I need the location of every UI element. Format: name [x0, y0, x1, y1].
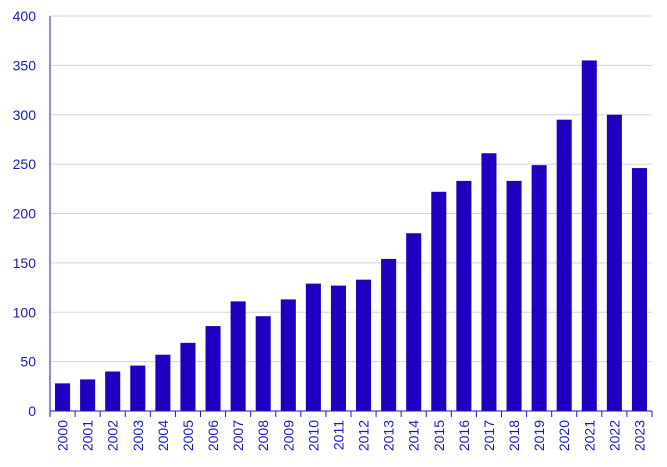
x-tick-label: 2021: [581, 420, 597, 451]
x-tick-label: 2001: [80, 420, 96, 451]
y-tick-label: 150: [13, 255, 37, 271]
bar: [205, 326, 221, 411]
bar: [356, 279, 372, 411]
bar: [506, 180, 522, 411]
bar: [180, 342, 196, 411]
y-tick-label: 0: [28, 403, 36, 419]
x-tick-label: 2010: [305, 420, 321, 451]
x-tick-label: 2016: [456, 420, 472, 451]
bars: [55, 60, 647, 411]
x-tick-label: 2004: [155, 420, 171, 451]
y-tick-label: 100: [13, 304, 37, 320]
bar: [255, 316, 271, 411]
x-tick-label: 2020: [556, 420, 572, 451]
x-tick-label: 2018: [506, 420, 522, 451]
bar: [456, 180, 472, 411]
y-tick-label: 350: [13, 57, 37, 73]
y-tick-label: 300: [13, 107, 37, 123]
gridlines: [50, 15, 652, 363]
bar: [280, 299, 296, 411]
x-tick-label: 2007: [230, 420, 246, 451]
bar: [130, 365, 146, 411]
bar: [431, 191, 447, 411]
bar: [230, 301, 246, 411]
y-tick-label: 50: [20, 354, 36, 370]
x-tick-label: 2000: [55, 420, 71, 451]
bar: [406, 233, 422, 411]
x-tick-label: 2023: [631, 420, 647, 451]
bar: [155, 354, 171, 411]
bar: [531, 165, 547, 411]
x-tick-label: 2008: [255, 420, 271, 451]
x-tick-label: 2009: [280, 420, 296, 451]
x-tick-label: 2022: [606, 420, 622, 451]
bar: [105, 371, 121, 411]
bar: [481, 153, 497, 411]
x-tick-label: 2005: [180, 420, 196, 451]
y-axis-ticks: 0 50 100 150 200 250 300 350 400: [13, 8, 37, 419]
y-tick-label: 400: [13, 8, 37, 24]
y-tick-label: 250: [13, 156, 37, 172]
x-tick-label: 2015: [431, 420, 447, 451]
bar: [581, 60, 597, 411]
x-tick-label: 2019: [531, 420, 547, 451]
x-tick-label: 2017: [481, 420, 497, 451]
x-tick-label: 2013: [381, 420, 397, 451]
bar: [55, 383, 71, 411]
bar: [606, 114, 622, 411]
bar: [631, 168, 647, 411]
x-tick-label: 2014: [406, 420, 422, 451]
x-tick-label: 2011: [330, 420, 346, 450]
x-tick-label: 2006: [205, 420, 221, 451]
x-tick-label: 2003: [130, 420, 146, 451]
y-tick-label: 200: [13, 206, 37, 222]
bar: [556, 119, 572, 411]
bar: [330, 285, 346, 411]
x-tick-label: 2002: [105, 420, 121, 451]
x-axis-ticks: 2000 2001 2002 2003 2004 2005 2006 2007 2008 2009…: [49, 411, 653, 451]
bar: [381, 258, 397, 411]
x-tick-label: 2012: [356, 420, 372, 451]
bar: [80, 379, 96, 411]
bar: [305, 283, 321, 411]
